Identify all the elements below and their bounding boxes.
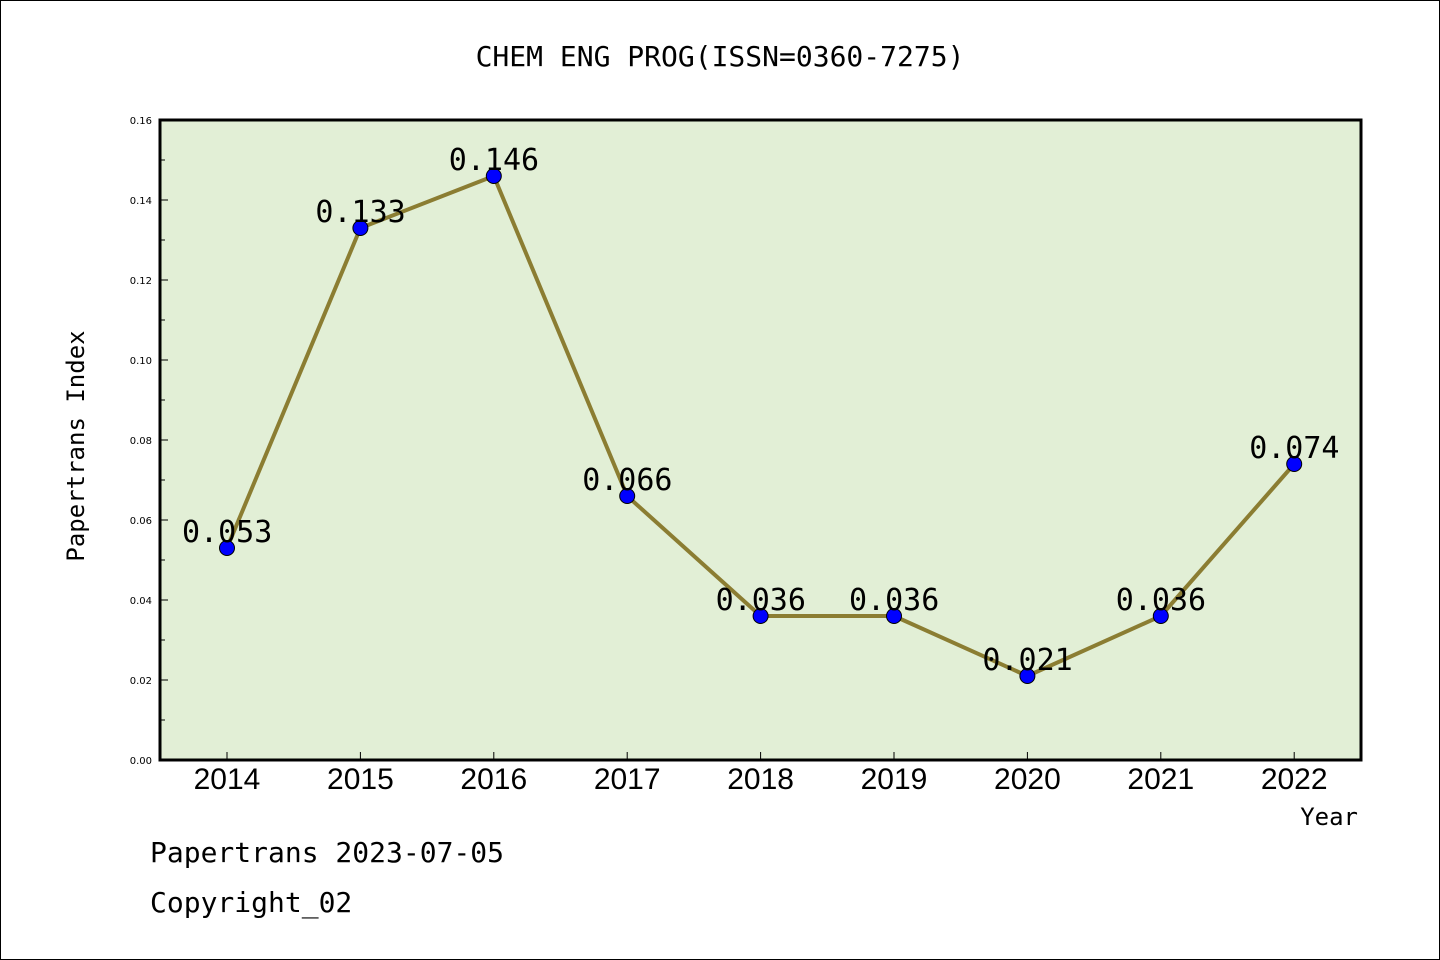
x-tick-label: 2020	[994, 763, 1061, 796]
y-tick-label: 0.12	[130, 276, 152, 287]
data-label: 0.036	[1116, 583, 1206, 618]
chart-title: CHEM ENG PROG(ISSN=0360-7275)	[476, 40, 965, 73]
data-label: 0.053	[182, 515, 272, 550]
footer-copyright: Copyright_02	[150, 886, 353, 919]
data-point	[752, 608, 769, 624]
data-label: 0.133	[315, 195, 405, 230]
data-labels: 0.053 0.133 0.146 0.066 0.036 0.036 0.021 0.036…	[182, 143, 1340, 678]
y-tick-label: 0.00	[130, 756, 152, 767]
data-label: 0.146	[449, 143, 539, 178]
y-tick-label: 0.14	[130, 196, 152, 207]
x-axis-label: Year	[1300, 803, 1358, 831]
x-tick-label: 2014	[194, 763, 261, 796]
footer-date: Papertrans 2023-07-05	[150, 836, 505, 869]
data-point	[886, 608, 902, 624]
data-point	[1286, 456, 1303, 472]
y-tick-label: 0.02	[130, 676, 152, 687]
data-label: 0.036	[849, 583, 939, 618]
data-point	[352, 220, 369, 236]
x-tick-label: 2016	[460, 763, 527, 796]
x-tick-label: 2017	[594, 763, 661, 796]
data-point	[219, 540, 235, 556]
data-label: 0.021	[982, 643, 1072, 678]
y-tick-label: 0.04	[130, 596, 152, 607]
y-tick-label: 0.06	[130, 516, 152, 527]
x-tick-label: 2022	[1261, 763, 1328, 796]
y-tick-label: 0.08	[130, 436, 152, 447]
x-axis: 2014 2015 2016 2017 2018 2019 2020 2021 2022	[194, 752, 1328, 796]
data-label: 0.036	[716, 583, 806, 618]
x-tick-label: 2015	[327, 763, 394, 796]
x-tick-label: 2021	[1127, 763, 1194, 796]
x-tick-label: 2018	[727, 763, 794, 796]
data-label: 0.074	[1249, 431, 1339, 466]
x-tick-label: 2019	[861, 763, 928, 796]
y-axis-label: Papertrans Index	[62, 330, 90, 561]
data-label: 0.066	[582, 463, 672, 498]
data-points	[219, 168, 1303, 684]
data-point	[1019, 668, 1036, 684]
data-point	[1152, 608, 1169, 624]
y-tick-label: 0.16	[130, 116, 152, 127]
y-axis: 0.00 0.02 0.04 0.06 0.08 0.10 0.12 0.14 0.16	[130, 116, 168, 767]
data-point	[619, 488, 636, 504]
data-point	[485, 168, 502, 184]
y-tick-label: 0.10	[130, 356, 152, 367]
